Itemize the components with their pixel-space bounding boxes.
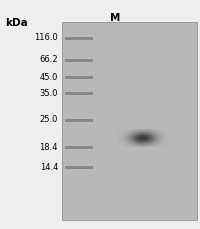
- Text: 35.0: 35.0: [40, 88, 58, 98]
- Bar: [65, 76, 93, 79]
- Text: 14.4: 14.4: [40, 163, 58, 172]
- Text: 45.0: 45.0: [40, 73, 58, 82]
- Bar: [65, 58, 93, 62]
- Text: 116.0: 116.0: [34, 33, 58, 43]
- Text: 25.0: 25.0: [40, 115, 58, 125]
- Bar: [65, 92, 93, 95]
- Bar: [65, 145, 93, 148]
- Bar: [65, 36, 93, 39]
- Text: M: M: [110, 13, 120, 23]
- Text: 66.2: 66.2: [39, 55, 58, 65]
- Bar: [62, 22, 197, 220]
- Text: kDa: kDa: [5, 18, 28, 28]
- Bar: [65, 166, 93, 169]
- Bar: [65, 118, 93, 122]
- Text: 18.4: 18.4: [40, 142, 58, 152]
